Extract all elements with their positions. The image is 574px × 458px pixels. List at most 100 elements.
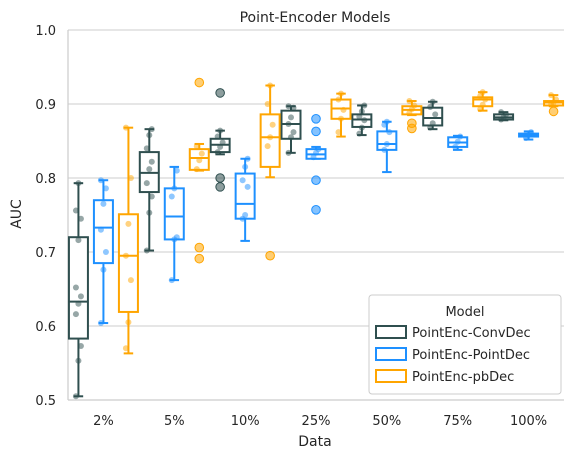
x-tick-label: 10% [231, 414, 260, 429]
box-group [163, 165, 185, 284]
outlier-point [215, 173, 225, 183]
data-point [148, 126, 155, 133]
legend-swatch [375, 325, 407, 339]
outlier-point [194, 253, 205, 264]
x-tick-label: 2% [93, 414, 114, 429]
data-point [290, 104, 297, 111]
data-point [288, 134, 294, 141]
y-tick-label: 0.6 [35, 320, 56, 335]
data-point [122, 124, 129, 131]
box-group [280, 103, 302, 156]
data-point [338, 115, 344, 122]
data-point [432, 111, 439, 118]
x-tick-label: 25% [302, 414, 331, 429]
data-point [122, 345, 129, 352]
data-point [383, 140, 390, 147]
data-point [528, 129, 535, 136]
outlier-point [311, 114, 321, 124]
x-tick-label: 75% [443, 414, 472, 429]
box-group [138, 126, 160, 254]
outlier-point [194, 77, 205, 88]
data-point [411, 102, 418, 109]
data-point [482, 96, 489, 103]
data-point [267, 82, 274, 89]
data-point [75, 300, 82, 307]
data-point [242, 163, 249, 170]
data-point [383, 118, 390, 125]
data-point [148, 158, 155, 165]
outlier-point [194, 242, 205, 253]
box-group [330, 90, 352, 138]
box-group [92, 177, 114, 327]
data-point [72, 393, 79, 400]
data-point [479, 89, 486, 96]
outlier-point [215, 88, 225, 98]
data-point [356, 130, 363, 137]
x-axis-label: Data [298, 434, 331, 450]
box-group [259, 82, 281, 261]
data-point [102, 185, 109, 192]
data-point [146, 209, 153, 216]
legend-swatch [375, 369, 407, 383]
data-point [97, 226, 104, 233]
box-group [543, 92, 565, 117]
data-point [427, 124, 434, 131]
legend: Model PointEnc-ConvDec PointEnc-PointDec P… [368, 294, 562, 395]
data-point [75, 237, 82, 244]
data-point [72, 284, 79, 291]
data-point [406, 98, 413, 105]
box-group [351, 102, 373, 137]
y-tick-label: 0.5 [35, 394, 56, 409]
data-point [335, 129, 342, 136]
x-tick-label: 100% [510, 414, 547, 429]
data-point [386, 129, 393, 136]
box-group [447, 133, 469, 151]
data-point [338, 90, 344, 97]
y-tick-label: 1.0 [35, 24, 56, 39]
data-point [77, 215, 84, 222]
y-tick-label: 0.9 [35, 98, 56, 113]
data-point [127, 175, 134, 181]
legend-swatch [375, 347, 407, 361]
data-point [173, 167, 180, 174]
data-point [454, 138, 461, 145]
chart-title: Point-Encoder Models [240, 10, 391, 26]
data-point [143, 145, 150, 152]
box-group [234, 155, 256, 242]
data-point [72, 207, 79, 214]
outlier-point [407, 123, 417, 134]
y-tick-label: 0.7 [35, 246, 56, 261]
data-point [553, 96, 560, 103]
data-point [269, 121, 276, 128]
data-point [217, 127, 224, 134]
data-point [97, 320, 104, 327]
data-point [457, 133, 464, 140]
box-group [209, 88, 231, 192]
data-point [361, 102, 368, 109]
data-point [168, 193, 175, 200]
data-point [239, 177, 246, 184]
data-point [219, 139, 226, 146]
x-tick-label: 50% [372, 414, 401, 429]
data-point [77, 342, 84, 349]
data-point [217, 143, 224, 150]
box-group [117, 124, 139, 355]
x-tick-label: 5% [164, 414, 185, 429]
box-group [67, 180, 89, 400]
box-group [376, 118, 398, 174]
data-point [356, 113, 363, 120]
data-point [196, 157, 203, 164]
data-point [173, 234, 180, 241]
data-point [310, 154, 317, 161]
data-point [358, 108, 365, 115]
data-point [264, 143, 271, 150]
data-point [285, 120, 292, 127]
data-point [214, 133, 221, 140]
data-point [77, 293, 84, 300]
data-point [358, 124, 365, 131]
data-point [102, 249, 109, 255]
data-point [288, 114, 294, 121]
data-point [146, 132, 153, 139]
outlier-point [311, 175, 321, 186]
